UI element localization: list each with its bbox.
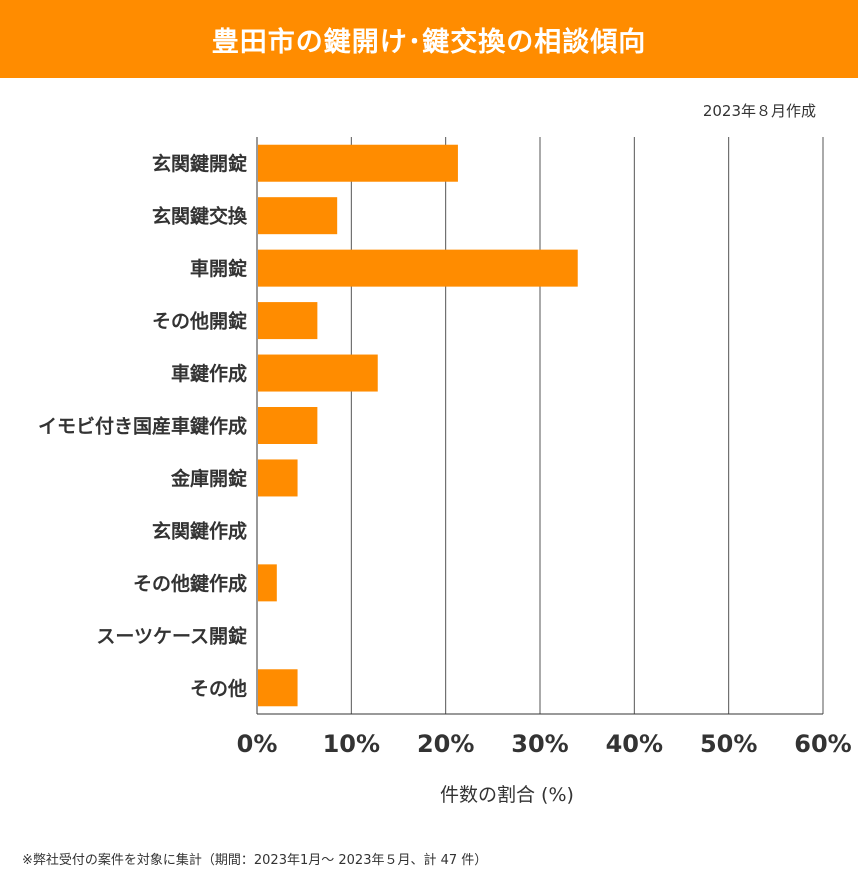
bar	[258, 197, 338, 235]
category-label: 玄関鍵作成	[152, 519, 247, 542]
category-label: 車鍵作成	[171, 362, 247, 385]
bar	[258, 302, 318, 340]
bar	[258, 669, 298, 707]
bar	[258, 144, 458, 182]
category-label: その他鍵作成	[133, 572, 247, 595]
category-label: 玄関鍵開錠	[152, 152, 247, 175]
category-label: 金庫開錠	[170, 467, 247, 490]
category-label: その他	[190, 677, 247, 700]
bar	[258, 354, 378, 392]
category-label: 車開錠	[190, 257, 247, 280]
footnote: ※弊社受付の案件を対象に集計（期間：2023年1月～ 2023年５月、計 47 …	[22, 853, 488, 868]
created-date: 2023年８月作成	[702, 102, 816, 120]
bar	[258, 407, 318, 444]
x-tick-label: 30%	[511, 730, 568, 758]
title-banner: 豊田市の鍵開け･鍵交換の相談傾向	[0, 0, 858, 78]
bar	[258, 459, 298, 497]
x-tick-label: 60%	[794, 730, 851, 758]
chart-title: 豊田市の鍵開け･鍵交換の相談傾向	[211, 26, 647, 58]
x-tick-label: 40%	[606, 730, 663, 758]
category-label: その他開錠	[152, 310, 247, 333]
x-axis-label: 件数の割合 (%)	[440, 784, 574, 806]
category-label: スーツケース開錠	[96, 624, 247, 647]
x-tick-label: 20%	[417, 730, 474, 758]
x-tick-label: 10%	[323, 730, 380, 758]
category-label: 玄関鍵交換	[152, 205, 248, 228]
x-tick-label: 0%	[237, 730, 278, 758]
category-label: イモビ付き国産車鍵作成	[38, 415, 247, 438]
x-tick-label: 50%	[700, 730, 757, 758]
bar	[258, 564, 277, 602]
bar	[258, 249, 578, 287]
